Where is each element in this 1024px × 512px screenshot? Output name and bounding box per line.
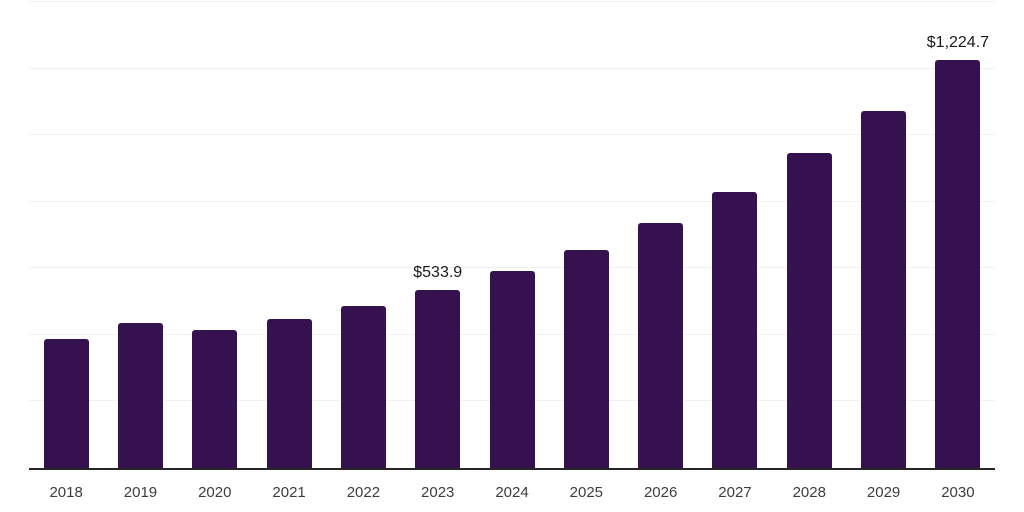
gridline-1000 [29, 134, 995, 136]
bar-2030 [935, 60, 981, 468]
x-tick-2019: 2019 [123, 484, 158, 501]
bar-2029 [861, 110, 907, 468]
bar-2026 [638, 222, 684, 468]
gridline-600 [29, 267, 995, 269]
bar-slot-2019 [103, 2, 177, 468]
bar-slot-2021 [252, 2, 326, 468]
bar-slot-2018 [29, 2, 103, 468]
bar-2028 [786, 153, 832, 468]
x-axis: 2018 2019 2020 2021 2022 2023 2024 2025 2026 2027… [29, 472, 995, 501]
x-tick-2027: 2027 [718, 484, 752, 501]
bar-2025 [563, 249, 609, 468]
bar-slot-2028 [772, 2, 846, 468]
bar-2023 [415, 290, 461, 468]
x-tick-2028: 2028 [792, 484, 826, 501]
x-tick-2020: 2020 [198, 484, 232, 501]
bar-slot-2022 [326, 2, 400, 468]
gridline-1200 [29, 67, 995, 69]
x-tick-2030: 2030 [941, 484, 975, 501]
bar-slot-2026 [624, 2, 698, 468]
bar-2021 [266, 319, 312, 468]
x-tick-2029: 2029 [866, 484, 901, 501]
x-tick-2024: 2024 [495, 484, 529, 501]
bars-row: $533.9 $1,224.7 [29, 2, 995, 468]
x-tick-2021: 2021 [272, 484, 306, 501]
gridline-800 [29, 200, 995, 202]
bar-slot-2023: $533.9 [401, 2, 475, 468]
bar-slot-2025 [549, 2, 623, 468]
bar-2019 [117, 323, 163, 468]
x-tick-2026: 2026 [643, 484, 678, 501]
gridline-1400 [29, 1, 995, 2]
bar-2018 [43, 338, 89, 468]
bar-2027 [712, 192, 758, 468]
value-label-2023: $533.9 [413, 264, 463, 282]
x-tick-2025: 2025 [569, 484, 604, 501]
bar-slot-2020 [178, 2, 252, 468]
bar-slot-2030: $1,224.7 [921, 2, 995, 468]
bar-2020 [192, 329, 238, 468]
x-tick-2023: 2023 [421, 484, 455, 501]
bar-2022 [340, 306, 386, 468]
bar-slot-2024 [475, 2, 549, 468]
bar-2024 [489, 271, 535, 468]
value-label-2030: $1,224.7 [926, 34, 990, 52]
bar-slot-2027 [698, 2, 772, 468]
x-tick-2018: 2018 [49, 484, 83, 501]
plot-area: $533.9 $1,224.7 [29, 1, 995, 470]
bar-slot-2029 [846, 2, 920, 468]
x-tick-2022: 2022 [346, 484, 381, 501]
